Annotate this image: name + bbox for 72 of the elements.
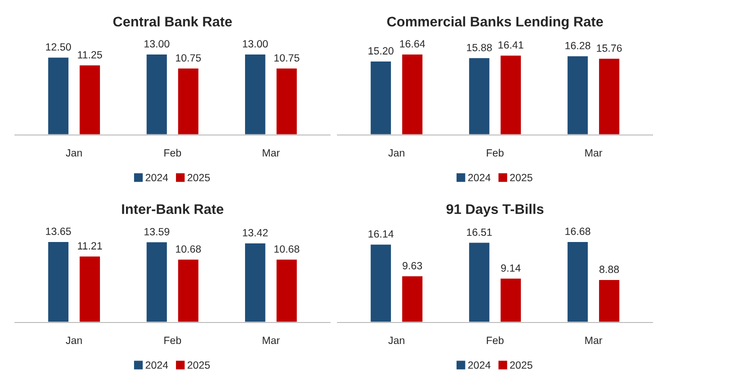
bar (176, 67, 200, 135)
bar (244, 242, 267, 322)
data-label: 13.00 (144, 40, 170, 48)
data-label: 12.50 (46, 43, 71, 51)
data-label: 8.88 (600, 266, 619, 274)
bar (499, 54, 522, 135)
bar (499, 277, 522, 322)
data-label: 16.64 (400, 40, 426, 48)
data-label: 9.14 (501, 264, 521, 272)
bar (46, 56, 70, 135)
data-label: 16.14 (368, 230, 394, 238)
x-tick-label: Feb (486, 148, 504, 157)
data-label: 10.68 (176, 245, 201, 253)
bar (145, 240, 168, 322)
legend-label: 2024 (468, 361, 491, 369)
legend-label: 2025 (188, 174, 210, 182)
x-tick-label: Jan (66, 336, 82, 344)
legend-label: 2025 (510, 174, 532, 182)
x-tick-label: Mar (585, 336, 602, 344)
bar (176, 258, 200, 322)
legend-label: 2024 (146, 174, 168, 182)
data-label: 13.59 (144, 228, 170, 236)
x-tick-label: Mar (262, 336, 280, 344)
data-label: 15.76 (596, 44, 622, 52)
x-tick-label: Feb (164, 336, 182, 344)
x-tick-label: Jan (66, 149, 82, 157)
data-label: 13.65 (46, 228, 71, 236)
bar (46, 240, 70, 322)
data-label: 13.00 (242, 40, 268, 48)
data-label: 16.28 (565, 42, 590, 50)
data-label: 16.41 (498, 41, 524, 49)
bar (244, 53, 267, 135)
legend-label: 2024 (146, 361, 168, 369)
x-tick-label: Mar (262, 149, 280, 157)
bar (275, 258, 298, 322)
data-label: 13.42 (242, 229, 268, 236)
data-label: 15.20 (368, 47, 394, 55)
legend-label: 2024 (468, 174, 491, 182)
data-label: 10.75 (176, 54, 201, 62)
legend-label: 2025 (188, 361, 210, 369)
bar (78, 64, 102, 135)
bar (145, 53, 168, 135)
data-label: 16.68 (565, 228, 590, 236)
bar (468, 56, 491, 135)
bar (468, 241, 491, 322)
bar (598, 278, 621, 322)
bar (566, 54, 590, 135)
data-label: 10.68 (274, 245, 300, 253)
x-tick-label: Feb (164, 148, 182, 157)
data-label: 10.75 (274, 54, 300, 62)
bar (369, 60, 392, 135)
chart-title: 91 Days T-Bills (446, 204, 544, 217)
bar (275, 67, 298, 135)
bar (400, 53, 424, 135)
legend-label: 2025 (510, 361, 532, 369)
bar (369, 243, 392, 322)
data-label: 11.21 (78, 242, 102, 250)
x-tick-label: Jan (388, 336, 404, 344)
bar (598, 57, 621, 135)
chart-title: Commercial Banks Lending Rate (387, 16, 603, 30)
chart-title: Inter-Bank Rate (122, 204, 224, 214)
bar (566, 240, 590, 322)
x-tick-label: Mar (585, 149, 602, 157)
data-label: 9.63 (402, 262, 422, 270)
data-label: 11.25 (78, 51, 102, 58)
x-tick-label: Feb (486, 336, 504, 344)
x-tick-label: Jan (388, 149, 404, 157)
data-label: 16.51 (467, 228, 492, 236)
bar (78, 255, 102, 322)
chart-title: Central Bank Rate (113, 16, 232, 27)
data-label: 15.88 (467, 44, 492, 52)
bar (400, 274, 424, 322)
